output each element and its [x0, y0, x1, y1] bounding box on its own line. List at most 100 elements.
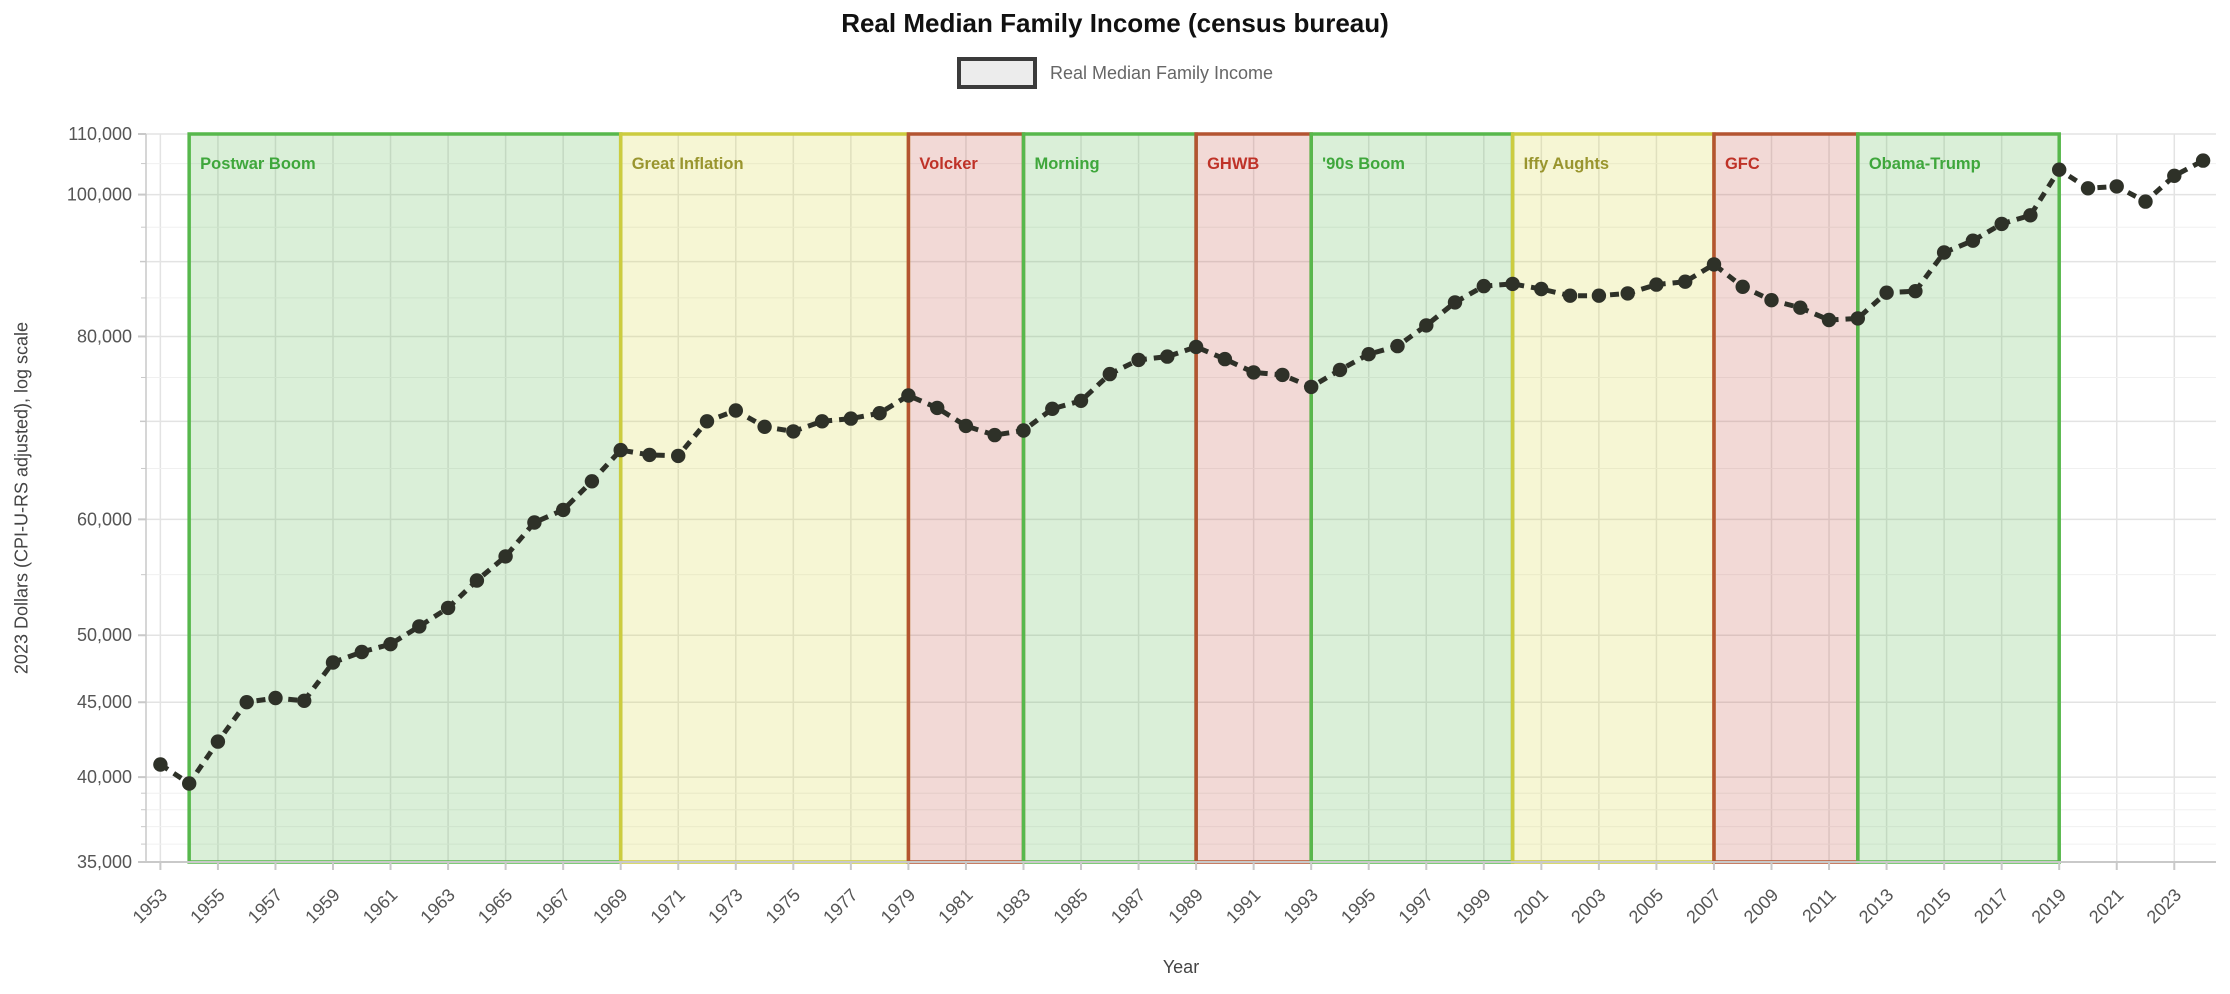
x-tick-label-1981: 1981: [934, 885, 976, 927]
era-label-iffy-aughts: Iffy Aughts: [1524, 155, 1610, 173]
x-tick-label-1963: 1963: [416, 885, 458, 927]
x-tick-label-1957: 1957: [244, 885, 286, 927]
data-point-2002[interactable]: [1562, 288, 1578, 303]
data-point-1983[interactable]: [1016, 423, 1031, 438]
data-point-1993[interactable]: [1304, 379, 1319, 395]
x-tick-label-1975: 1975: [762, 885, 804, 927]
x-tick-label-1985: 1985: [1049, 885, 1091, 927]
chart-title: Real Median Family Income (census bureau…: [841, 8, 1389, 38]
data-point-2018[interactable]: [2023, 208, 2038, 223]
data-point-1978[interactable]: [872, 406, 887, 421]
data-point-1986[interactable]: [1102, 366, 1118, 382]
y-tick-label-35000: 35,000: [77, 852, 132, 872]
data-point-1960[interactable]: [354, 644, 369, 660]
data-point-2023[interactable]: [2167, 168, 2182, 183]
data-point-2003[interactable]: [1591, 288, 1607, 303]
data-point-1996[interactable]: [1390, 338, 1405, 354]
x-tick-label-2007: 2007: [1682, 885, 1724, 927]
data-point-2004[interactable]: [1620, 286, 1635, 301]
data-point-1999[interactable]: [1476, 278, 1492, 294]
era-label-postwar-boom: Postwar Boom: [200, 155, 316, 173]
data-point-2020[interactable]: [2080, 181, 2096, 196]
x-tick-label-1979: 1979: [877, 885, 919, 927]
data-point-2019[interactable]: [2052, 162, 2067, 177]
data-point-2007[interactable]: [1706, 257, 1722, 272]
legend-item-real-median-family-income[interactable]: Real Median Family Income: [956, 57, 1273, 89]
data-point-1982[interactable]: [987, 427, 1002, 443]
data-point-1979[interactable]: [901, 388, 916, 403]
data-point-1966[interactable]: [527, 515, 542, 530]
data-point-2022[interactable]: [2138, 194, 2153, 209]
data-point-1964[interactable]: [469, 573, 485, 588]
era-label-morning: Morning: [1034, 155, 1099, 173]
data-point-2009[interactable]: [1764, 293, 1779, 308]
data-point-1962[interactable]: [412, 619, 427, 634]
era-band-volcker: [906, 132, 1026, 864]
data-point-1965[interactable]: [498, 549, 513, 564]
legend-swatch-icon: [956, 57, 1037, 89]
data-point-1998[interactable]: [1447, 295, 1463, 310]
data-point-1956[interactable]: [239, 695, 254, 710]
data-point-1990[interactable]: [1217, 351, 1233, 367]
data-point-2001[interactable]: [1534, 281, 1549, 297]
data-point-1975[interactable]: [786, 424, 801, 439]
data-point-1980[interactable]: [930, 400, 945, 416]
data-point-1973[interactable]: [728, 403, 743, 418]
data-point-1957[interactable]: [268, 690, 283, 706]
data-point-1971[interactable]: [671, 448, 686, 464]
x-tick-label-2023: 2023: [2143, 885, 2185, 927]
x-tick-label-1991: 1991: [1222, 885, 1264, 927]
y-tick-label-45000: 45,000: [77, 692, 132, 712]
data-point-2011[interactable]: [1821, 312, 1837, 328]
data-point-1963[interactable]: [440, 600, 456, 616]
data-point-1987[interactable]: [1131, 352, 1146, 368]
data-point-2005[interactable]: [1649, 277, 1664, 292]
data-point-2024[interactable]: [2195, 153, 2211, 168]
data-point-2017[interactable]: [1994, 216, 2009, 232]
data-point-1981[interactable]: [958, 418, 974, 434]
data-point-2008[interactable]: [1735, 279, 1750, 294]
era-label-volcker: Volcker: [919, 155, 978, 173]
data-point-2021[interactable]: [2109, 179, 2124, 194]
data-point-1989[interactable]: [1188, 339, 1204, 355]
x-tick-label-2005: 2005: [1625, 885, 1667, 927]
data-point-1969[interactable]: [613, 442, 628, 458]
x-tick-label-1967: 1967: [532, 885, 574, 927]
data-point-2000[interactable]: [1505, 276, 1520, 292]
data-point-1958[interactable]: [297, 693, 312, 708]
data-point-1985[interactable]: [1073, 393, 1089, 408]
data-point-1995[interactable]: [1361, 347, 1376, 362]
data-point-2013[interactable]: [1879, 285, 1894, 300]
data-point-1959[interactable]: [325, 655, 341, 670]
data-point-1961[interactable]: [383, 637, 398, 652]
data-point-1984[interactable]: [1045, 401, 1060, 416]
data-point-1967[interactable]: [556, 502, 571, 518]
data-point-1972[interactable]: [699, 414, 715, 429]
data-point-2010[interactable]: [1793, 300, 1808, 315]
data-point-2016[interactable]: [1965, 233, 1981, 248]
data-point-1992[interactable]: [1275, 367, 1290, 383]
x-tick-label-1999: 1999: [1452, 885, 1494, 927]
x-tick-label-1995: 1995: [1337, 885, 1379, 927]
data-point-2014[interactable]: [1908, 284, 1923, 299]
x-tick-label-1983: 1983: [992, 885, 1034, 927]
data-point-1970[interactable]: [642, 447, 657, 463]
data-point-1997[interactable]: [1419, 318, 1434, 333]
data-point-2006[interactable]: [1678, 274, 1693, 289]
data-point-2012[interactable]: [1850, 311, 1866, 326]
data-point-1955[interactable]: [210, 734, 226, 749]
data-point-1988[interactable]: [1160, 349, 1175, 364]
data-point-1974[interactable]: [757, 419, 772, 434]
data-point-1953[interactable]: [153, 757, 168, 772]
x-tick-label-1993: 1993: [1280, 885, 1322, 927]
data-point-1977[interactable]: [843, 411, 859, 426]
data-point-1968[interactable]: [584, 474, 600, 489]
y-tick-label-80000: 80,000: [77, 326, 132, 346]
data-point-1994[interactable]: [1332, 362, 1348, 378]
x-tick-label-1987: 1987: [1107, 885, 1149, 927]
data-point-1954[interactable]: [182, 776, 197, 791]
data-point-1976[interactable]: [814, 414, 830, 429]
data-point-1991[interactable]: [1246, 365, 1261, 380]
data-point-2015[interactable]: [1936, 245, 1952, 260]
